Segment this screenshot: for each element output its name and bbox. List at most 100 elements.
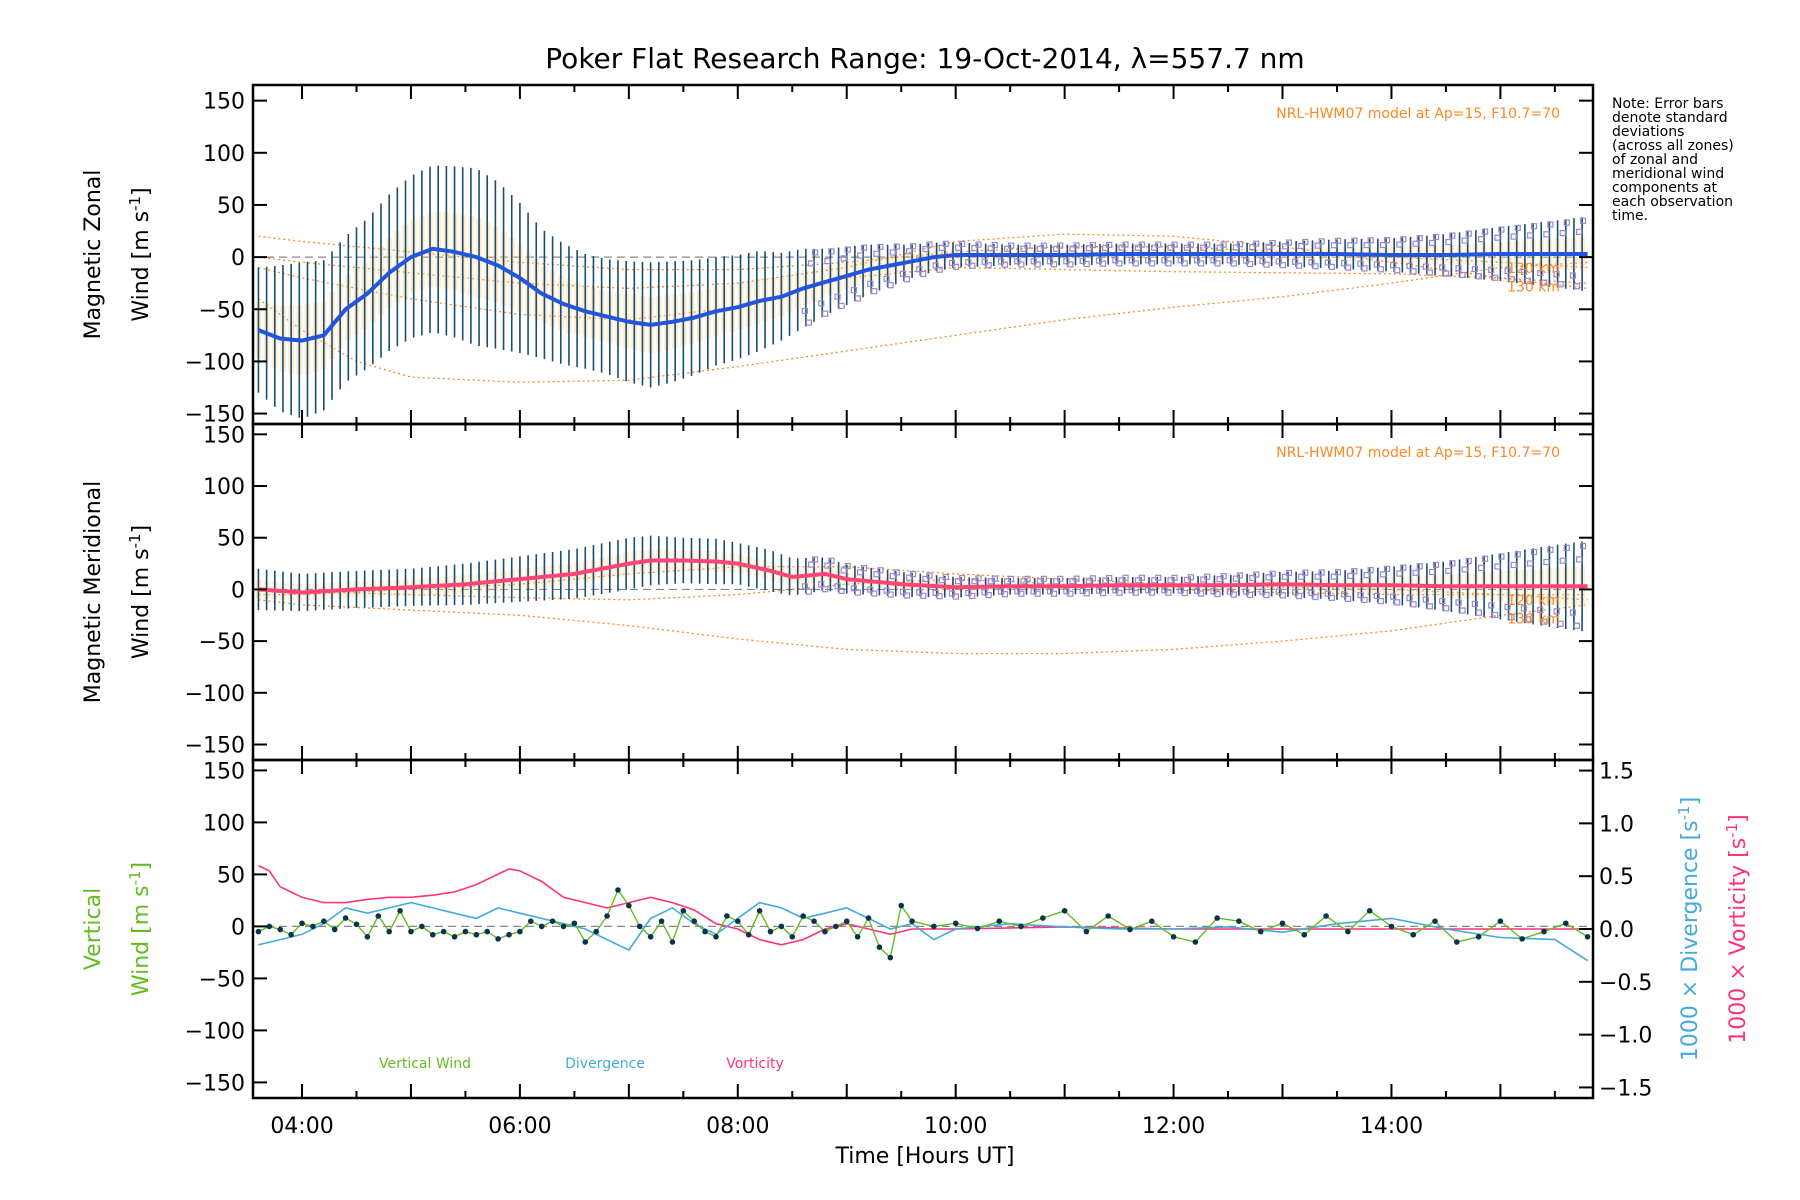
model-label: NRL-HWM07 model at Ap=15, F10.7=70 [1276, 106, 1560, 122]
zone-point [1116, 589, 1123, 596]
zone-point [903, 276, 911, 283]
vertical-wind-point [734, 918, 741, 924]
vertical-wind-point [691, 918, 698, 924]
zone-point [818, 581, 825, 588]
zone-point [1050, 261, 1058, 268]
vertical-wind-point [789, 934, 796, 940]
zone-point [1410, 268, 1417, 275]
zone-point [1445, 238, 1452, 246]
zone-point [1341, 591, 1348, 598]
y2-axis-label-vorticity: 1000 × Vorticity [s-1] [1723, 814, 1751, 1043]
zone-point [975, 241, 982, 248]
vertical-wind-point [397, 908, 403, 914]
zone-point [1330, 242, 1338, 249]
zone-point [1296, 262, 1303, 269]
zone-point [1328, 594, 1335, 601]
zone-point [840, 255, 847, 262]
zone-point [1134, 244, 1141, 251]
zone-point [910, 570, 917, 578]
y2-tick-label: 0.0 [1599, 918, 1634, 943]
zone-point [1253, 571, 1260, 578]
zone-point [1040, 242, 1047, 249]
zone-point [906, 248, 913, 255]
zone-point [1373, 592, 1380, 599]
zone-point [1249, 574, 1256, 582]
model-alt-label: 120 km [1507, 593, 1560, 609]
zone-point [1345, 595, 1352, 602]
vertical-wind-point [898, 902, 905, 909]
zone-point [1226, 257, 1233, 264]
y-tick-label: 100 [203, 811, 245, 836]
series-vertical-wind [258, 888, 1588, 959]
vertical-wind-point [1562, 920, 1569, 927]
y-tick-label: 50 [217, 863, 245, 888]
zone-point [1449, 560, 1456, 567]
zone-point [1197, 590, 1205, 597]
zone-point [1308, 259, 1315, 266]
panel-frame [251, 758, 1595, 1100]
model-alt-label: 120 km [1507, 261, 1560, 277]
vertical-wind-point [745, 931, 752, 938]
zone-point [1230, 260, 1237, 267]
zone-point [1573, 622, 1581, 629]
y2-tick-label: −1.5 [1599, 1076, 1652, 1101]
zone-point [1148, 589, 1156, 596]
vertical-wind-point [1214, 915, 1220, 921]
vertical-wind-point [833, 923, 839, 930]
zone-point [1543, 558, 1550, 566]
zone-point [1459, 271, 1466, 279]
vertical-wind-point [1279, 920, 1286, 927]
zone-point [1122, 241, 1129, 248]
zone-point [1514, 551, 1521, 558]
zone-point [1557, 620, 1564, 627]
series-middle-wind [258, 558, 1588, 595]
zone-point [1541, 279, 1548, 286]
vertical-wind-point [266, 923, 273, 930]
y-tick-label: 0 [231, 915, 245, 940]
zone-point [1099, 260, 1107, 267]
zone-point [1432, 561, 1440, 568]
zone-point [1569, 272, 1577, 279]
vertical-wind-point [876, 944, 883, 950]
model-label: NRL-HWM07 model at Ap=15, F10.7=70 [1276, 445, 1560, 461]
zone-point [1537, 606, 1544, 613]
vertical-wind-point [647, 934, 654, 940]
zone-point [1314, 573, 1321, 580]
zone-point [838, 302, 845, 310]
zone-point [1373, 261, 1380, 268]
vertical-wind-point [865, 915, 872, 921]
zone-point [1428, 568, 1436, 576]
legend-item: Vertical Wind [379, 1056, 471, 1072]
vertical-wind-point [353, 921, 360, 928]
zone-point [1412, 240, 1419, 247]
zone-point [883, 275, 890, 282]
zone-point [811, 556, 819, 563]
model-curve [258, 235, 1588, 271]
zone-point [1210, 257, 1217, 264]
zone-point [1530, 223, 1538, 230]
zone-point [824, 562, 831, 569]
zone-point [1520, 268, 1528, 276]
zone-point [1416, 235, 1423, 242]
vertical-wind-point [724, 913, 730, 919]
note-box: Note: Error bars denote standard deviati… [1612, 96, 1734, 224]
vertical-wind-point [1018, 923, 1024, 930]
zone-point [856, 252, 864, 259]
zone-point [1236, 572, 1244, 579]
vertical-wind-point [1366, 908, 1373, 914]
y-tick-label: 0 [231, 246, 245, 271]
zone-point [1426, 603, 1433, 610]
zone-point [1232, 244, 1240, 251]
zone-point [1367, 237, 1374, 244]
zone-point [1351, 568, 1358, 575]
vertical-wind-point [843, 918, 850, 924]
zone-point [1067, 261, 1074, 268]
zone-point [1057, 242, 1064, 249]
vertical-wind-point [1127, 926, 1133, 933]
zone-point [1459, 607, 1466, 614]
panel-bottom: −1.5 −1.0 −0.5 0.0 0.5 1.0 1.5 1000 × Divergenc… [81, 758, 1751, 1101]
zone-point [834, 583, 841, 590]
legend-item: Divergence [565, 1056, 645, 1072]
vertical-wind-point [321, 918, 327, 924]
zone-point [807, 260, 815, 267]
